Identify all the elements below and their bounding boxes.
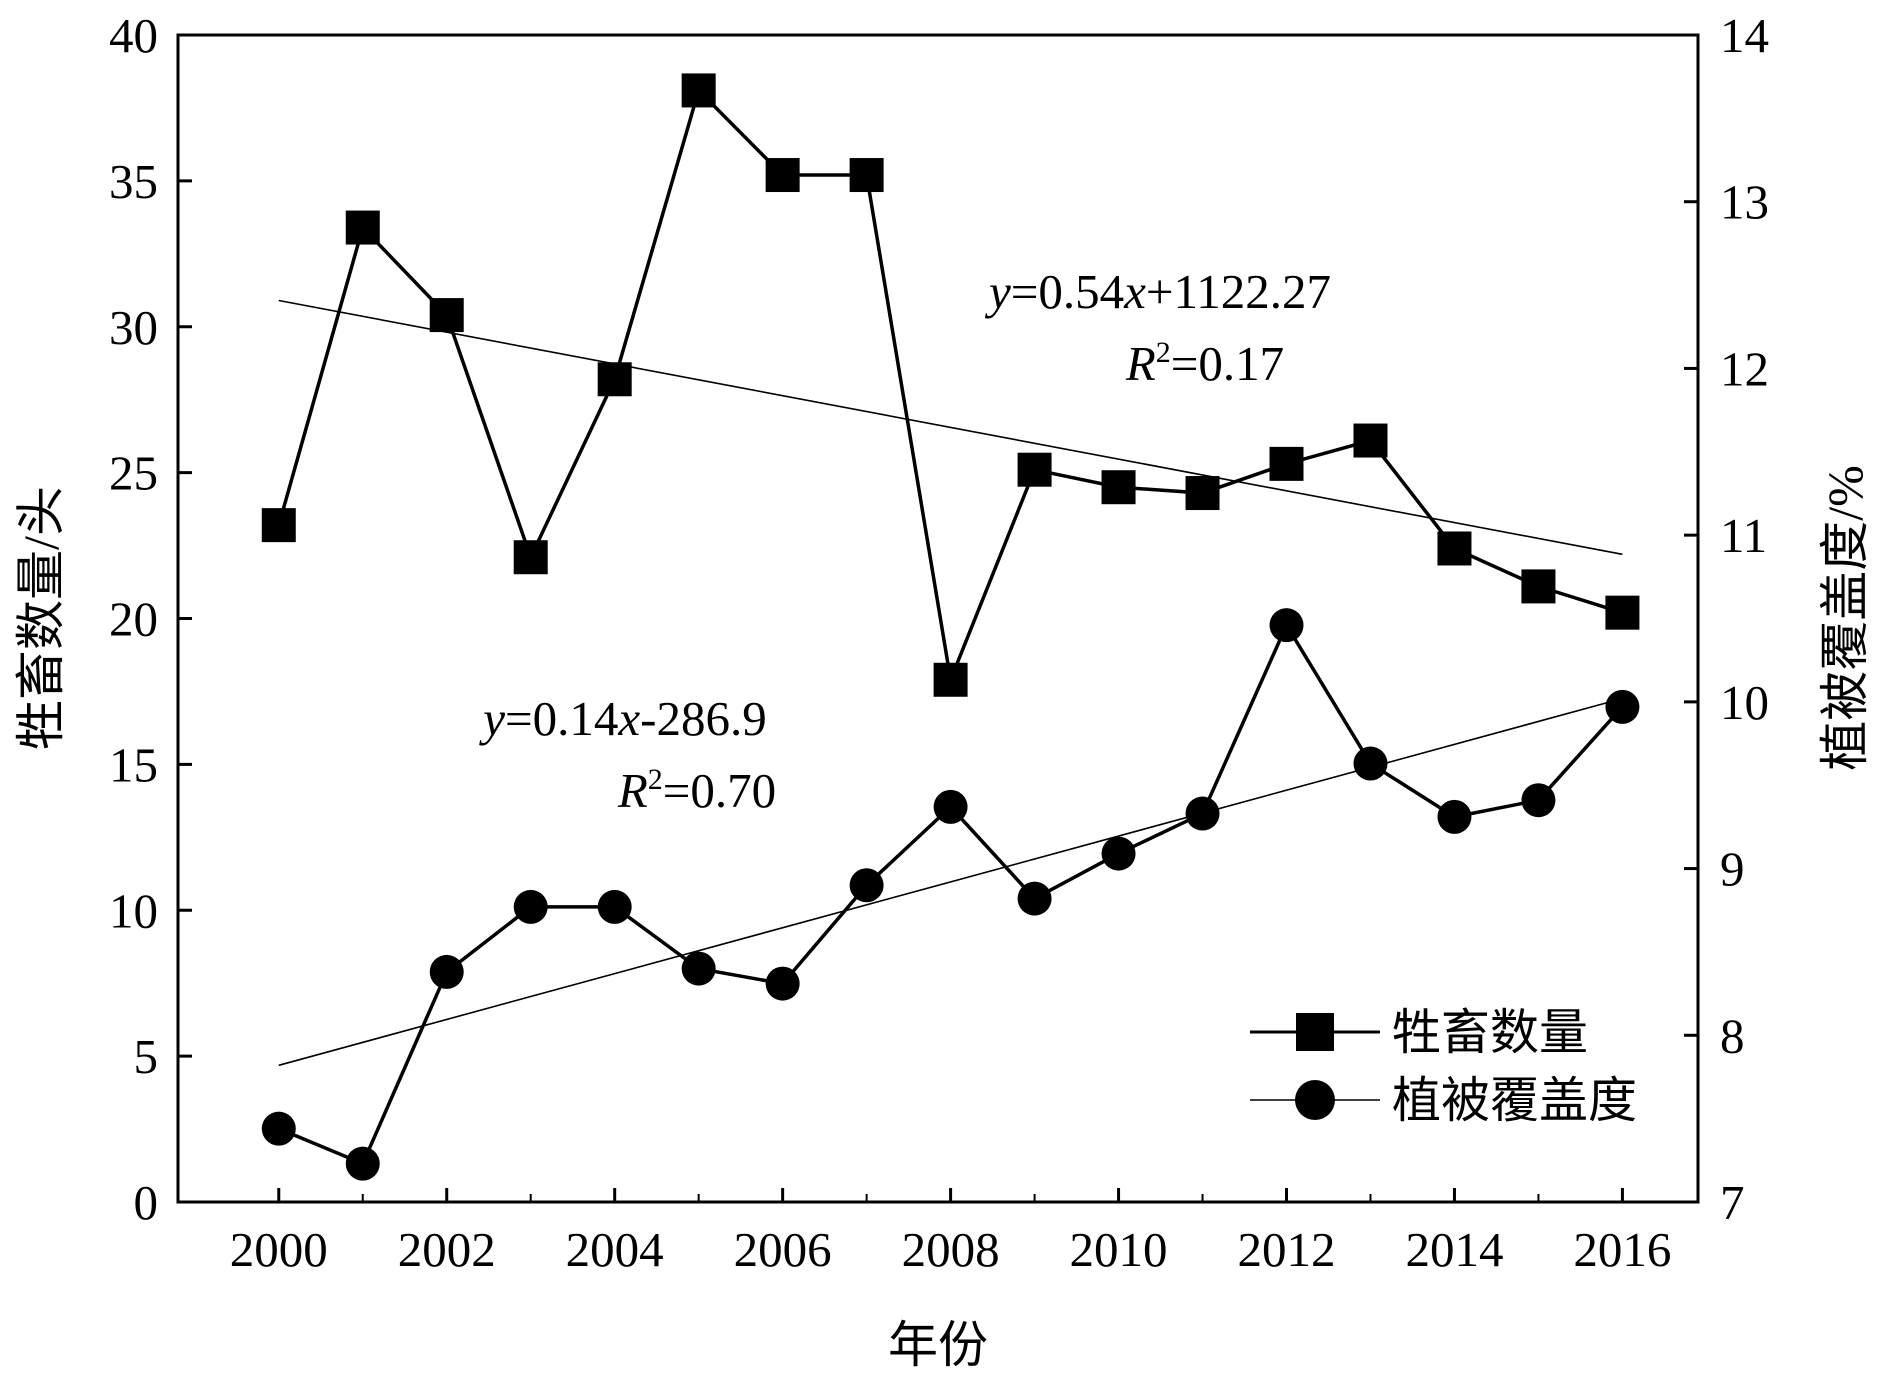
legend-livestock-label: 牲畜数量	[1392, 1005, 1588, 1060]
left-y-tick-label: 30	[109, 300, 158, 355]
legend-vegetation-marker	[1295, 1080, 1335, 1120]
right-y-tick-label: 14	[1720, 8, 1769, 63]
livestock-point	[597, 362, 632, 397]
livestock-regression-equation: y=0.54x+1122.27	[984, 264, 1331, 319]
vegetation-point	[933, 789, 968, 824]
livestock-point	[345, 210, 380, 245]
livestock-point	[1185, 476, 1220, 511]
vegetation-point	[429, 954, 464, 989]
livestock-point	[1353, 423, 1388, 458]
livestock-point	[849, 158, 884, 193]
left-y-axis-title: 牲畜数量/头	[13, 486, 69, 750]
x-axis-title: 年份	[888, 1317, 988, 1373]
x-tick-label: 2006	[734, 1222, 832, 1277]
vegetation-point	[1521, 783, 1556, 818]
x-tick-label: 2016	[1573, 1222, 1671, 1277]
vegetation-point	[513, 889, 548, 924]
x-tick-label: 2000	[230, 1222, 328, 1277]
x-tick-label: 2004	[566, 1222, 664, 1277]
livestock-point	[261, 508, 296, 543]
x-tick-label: 2012	[1238, 1222, 1336, 1277]
left-y-tick-label: 5	[134, 1029, 159, 1084]
left-y-axis: 0 5 10 15 20 25 30 35 40	[109, 8, 192, 1230]
livestock-point	[1437, 531, 1472, 566]
vegetation-r-squared: R2=0.70	[617, 763, 776, 818]
right-y-tick-label: 9	[1720, 842, 1745, 897]
legend-item-livestock: 牲畜数量	[1250, 1005, 1588, 1060]
left-y-tick-label: 35	[109, 154, 158, 209]
vegetation-point	[765, 966, 800, 1001]
legend: 牲畜数量 植被覆盖度	[1250, 1005, 1637, 1128]
vegetation-point	[1605, 689, 1640, 724]
left-y-tick-label: 40	[109, 8, 158, 63]
livestock-point	[933, 662, 968, 697]
vegetation-point	[261, 1111, 296, 1146]
left-y-tick-label: 10	[109, 883, 158, 938]
livestock-point	[513, 540, 548, 575]
livestock-point	[429, 298, 464, 333]
x-tick-label: 2008	[902, 1222, 1000, 1277]
trendline-layer	[278, 299, 1623, 1067]
right-y-tick-label: 8	[1720, 1008, 1745, 1063]
vegetation-point	[1101, 836, 1136, 871]
livestock-point	[765, 158, 800, 193]
livestock-point	[1605, 595, 1640, 630]
livestock-r-squared: R2=0.17	[1125, 336, 1284, 391]
vegetation-point	[597, 889, 632, 924]
livestock-series-line	[277, 87, 1623, 687]
livestock-point	[1017, 452, 1052, 487]
vegetation-trendline	[278, 697, 1623, 1067]
vegetation-point	[681, 951, 716, 986]
livestock-point	[1101, 470, 1136, 505]
left-y-tick-label: 25	[109, 446, 158, 501]
vegetation-point	[1437, 799, 1472, 834]
vegetation-point	[1017, 881, 1052, 916]
livestock-point	[1269, 446, 1304, 481]
right-y-tick-label: 13	[1720, 175, 1769, 230]
livestock-point	[681, 73, 716, 108]
x-axis: 2000 2002 2004 2006 2008 2010 2012 2014 2016	[230, 1188, 1671, 1277]
vegetation-point	[1353, 746, 1388, 781]
vegetation-regression-equation: y=0.14x-286.9	[478, 691, 766, 746]
right-y-axis-title: 植被覆盖度/%	[1817, 465, 1873, 771]
x-tick-label: 2010	[1070, 1222, 1168, 1277]
vegetation-point	[345, 1146, 380, 1181]
left-y-tick-label: 20	[109, 592, 158, 647]
livestock-point	[1521, 569, 1556, 604]
x-tick-label: 2002	[398, 1222, 496, 1277]
right-y-axis: 7 8 9 10 11 12 13 14	[1684, 8, 1769, 1230]
legend-vegetation-label: 植被覆盖度	[1392, 1073, 1637, 1128]
vegetation-point	[1269, 608, 1304, 643]
legend-item-vegetation: 植被覆盖度	[1250, 1073, 1637, 1128]
left-y-tick-label: 0	[134, 1175, 159, 1230]
series-layer	[261, 73, 1640, 1181]
right-y-tick-label: 7	[1720, 1175, 1745, 1230]
x-tick-label: 2014	[1405, 1222, 1503, 1277]
livestock-trendline	[278, 299, 1623, 556]
right-y-tick-label: 10	[1720, 675, 1769, 730]
legend-livestock-marker	[1296, 1013, 1334, 1051]
vegetation-point	[849, 868, 884, 903]
right-y-tick-label: 12	[1720, 341, 1769, 396]
right-y-tick-label: 11	[1720, 508, 1767, 563]
vegetation-point	[1185, 796, 1220, 831]
left-y-tick-label: 15	[109, 737, 158, 792]
